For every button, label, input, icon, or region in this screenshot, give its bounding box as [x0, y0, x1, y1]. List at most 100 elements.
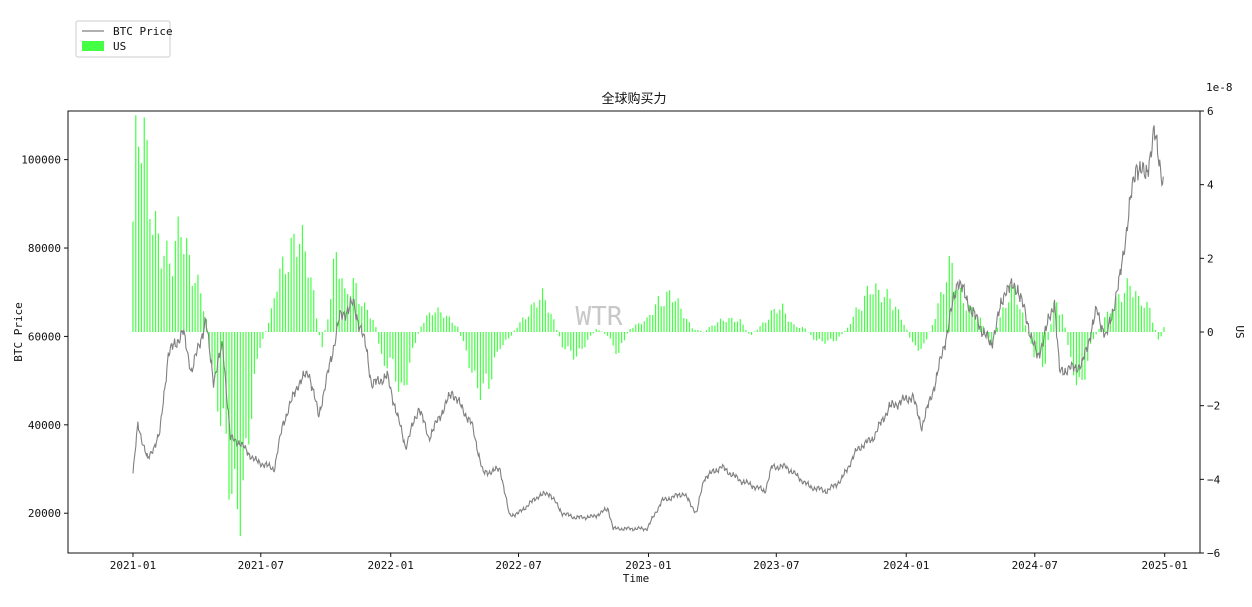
us-bar	[369, 318, 371, 332]
us-bar	[231, 332, 233, 495]
us-bar	[852, 316, 854, 332]
us-bar	[239, 332, 241, 537]
us-bar	[403, 332, 405, 386]
us-bar	[1081, 332, 1083, 380]
us-bar	[719, 318, 722, 332]
us-bar	[157, 233, 159, 332]
us-bar	[694, 329, 696, 332]
us-bar	[629, 329, 631, 332]
right-tick-label: −2	[1207, 400, 1220, 413]
us-bar	[750, 332, 753, 335]
us-bar	[375, 327, 377, 332]
us-bar	[711, 325, 713, 332]
us-bar	[1163, 327, 1165, 332]
us-bar	[790, 322, 792, 332]
us-bar	[414, 332, 417, 343]
us-bar	[974, 315, 976, 332]
us-bar	[892, 310, 894, 332]
us-bar	[491, 332, 493, 380]
us-bar	[609, 332, 611, 339]
us-bar	[756, 329, 758, 332]
us-bar	[1115, 296, 1117, 332]
us-bar	[347, 293, 349, 332]
us-bar	[906, 329, 908, 332]
us-bar	[991, 332, 993, 343]
us-bar	[782, 303, 784, 332]
us-bar	[1070, 332, 1072, 357]
right-tick-label: 2	[1207, 252, 1214, 265]
us-bar	[485, 332, 487, 374]
us-bar	[581, 332, 583, 349]
us-bar	[830, 332, 832, 339]
us-bar	[799, 327, 801, 332]
us-bar	[200, 293, 202, 332]
us-bar	[849, 323, 852, 332]
us-bar	[270, 308, 272, 332]
us-bar	[784, 313, 787, 332]
us-bar	[649, 314, 651, 332]
us-bar	[262, 332, 264, 339]
us-bar	[779, 309, 781, 332]
us-bar	[835, 332, 837, 341]
us-bar	[304, 251, 306, 332]
us-bar	[344, 288, 346, 332]
us-bar	[1024, 325, 1027, 332]
us-bar	[1104, 317, 1106, 332]
us-bar	[372, 319, 374, 332]
us-bar	[895, 306, 897, 332]
us-bar	[386, 332, 388, 369]
legend-bar-swatch	[82, 41, 104, 51]
us-bar	[663, 306, 665, 332]
us-bar	[426, 315, 428, 332]
us-bar	[1072, 332, 1075, 376]
us-bar	[468, 332, 470, 369]
left-tick-label: 40000	[28, 419, 61, 432]
us-bar	[640, 324, 643, 332]
us-bar	[1008, 302, 1010, 332]
us-bar	[1061, 314, 1063, 332]
us-bar	[937, 303, 939, 332]
us-bar	[448, 316, 450, 332]
us-bar	[745, 330, 747, 332]
us-bar	[855, 307, 857, 332]
legend-label-btc: BTC Price	[113, 25, 173, 38]
right-tick-label: 4	[1207, 179, 1214, 192]
us-bar	[553, 319, 555, 332]
us-bar	[505, 332, 507, 340]
us-bar	[338, 278, 340, 332]
us-bar	[423, 322, 425, 332]
us-bar	[378, 332, 380, 344]
us-bar	[301, 224, 304, 332]
x-axis: 2021-01 2021-07 2022-01 2022-07 2023-01 2023-…	[110, 553, 1188, 572]
us-bar	[527, 316, 530, 332]
us-bar	[525, 319, 527, 332]
us-bar	[169, 263, 171, 332]
us-bar	[824, 332, 826, 344]
us-bar	[318, 332, 320, 336]
us-bar	[985, 332, 987, 333]
us-bar	[917, 332, 919, 351]
us-bar	[544, 300, 546, 332]
x-tick-label: 2023-07	[753, 559, 799, 572]
us-bar	[324, 330, 326, 332]
us-bar	[677, 298, 679, 332]
us-bar	[787, 321, 789, 332]
us-bar	[457, 326, 459, 332]
us-bar	[443, 317, 445, 332]
us-bar	[773, 308, 775, 332]
us-bar	[363, 302, 366, 332]
us-bar	[1121, 302, 1123, 332]
us-bar	[598, 330, 600, 332]
us-bar	[355, 283, 357, 332]
us-bar	[454, 325, 456, 332]
legend-label-us: US	[113, 40, 126, 53]
us-bar	[321, 332, 323, 348]
us-bar	[988, 332, 990, 339]
us-bar	[612, 332, 614, 346]
us-bar	[587, 332, 589, 340]
us-bar	[742, 324, 744, 332]
us-bar	[1118, 294, 1120, 332]
chart-title: 全球购买力	[601, 91, 666, 107]
us-bar	[858, 309, 860, 332]
